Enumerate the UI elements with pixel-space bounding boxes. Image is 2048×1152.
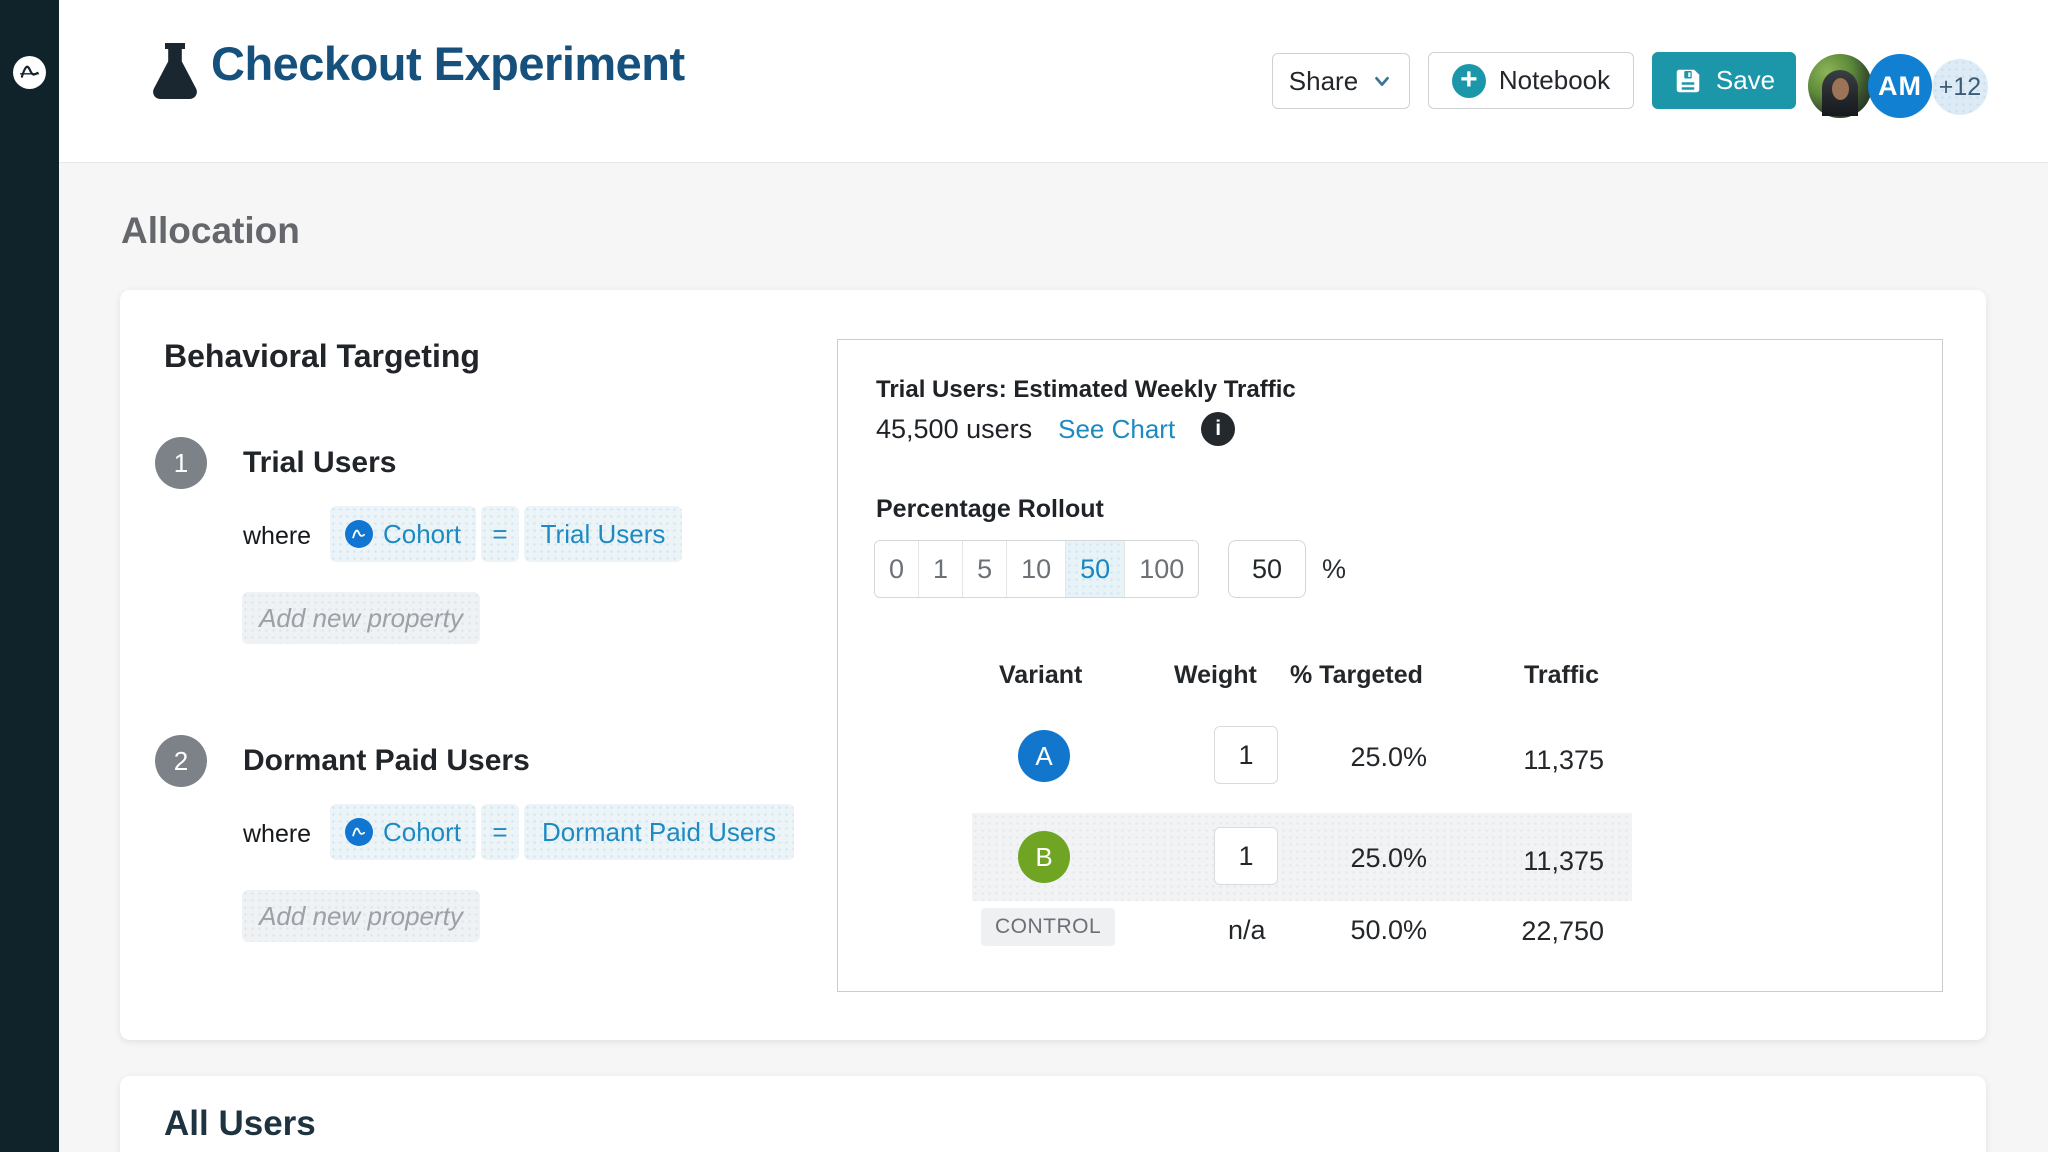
variant-b-targeted: 25.0% [1350,843,1427,873]
control-targeted: 50.0% [1350,915,1427,945]
amplitude-logo-glyph [19,65,40,78]
group-2-operator-pill[interactable]: = [481,804,519,860]
control-traffic: 22,750 [1521,916,1604,946]
header: Checkout Experiment Share + Notebook Sav… [59,0,2048,163]
notebook-button-label: Notebook [1498,65,1611,95]
estimated-users-count: 45,500 users [876,413,1033,444]
group-1-where-label: where [243,522,312,550]
group-2-number-badge: 2 [155,735,207,787]
traffic-panel: Trial Users: Estimated Weekly Traffic 45… [837,339,1943,992]
share-button[interactable]: Share [1272,53,1410,109]
group-1-value-pill[interactable]: Trial Users [524,506,682,562]
control-badge: CONTROL [981,908,1116,946]
rollout-preset-100[interactable]: 100 [1125,541,1199,597]
all-users-card: All Users [120,1076,1986,1152]
variant-a-targeted: 25.0% [1350,742,1427,772]
sidebar [0,0,59,1152]
rollout-preset-5[interactable]: 5 [963,541,1008,597]
rollout-preset-1[interactable]: 1 [919,541,964,597]
group-1-property-pill[interactable]: Cohort [330,506,476,562]
variant-b-badge: B [1018,831,1070,883]
rollout-preset-group: 0 1 5 10 50 100 [874,540,1200,598]
group-2-property-label: Cohort [382,816,462,847]
behavioral-targeting-title: Behavioral Targeting [164,338,480,374]
control-weight: n/a [1228,915,1266,945]
variant-b-row-highlight [972,813,1632,901]
section-heading-allocation: Allocation [121,210,300,251]
info-icon[interactable]: i [1201,412,1236,446]
traffic-panel-title: Trial Users: Estimated Weekly Traffic [876,376,1296,403]
group-2-value-pill[interactable]: Dormant Paid Users [524,804,794,860]
amplitude-logo-icon[interactable] [13,56,46,89]
col-header-traffic: Traffic [1524,661,1600,689]
page-title: Checkout Experiment [211,37,685,90]
chevron-down-icon [1375,76,1390,87]
cohort-amplitude-icon [344,520,373,548]
avatar-overflow-count[interactable]: +12 [1932,59,1988,115]
experiment-flask-icon [153,43,197,99]
save-button-label: Save [1715,65,1776,95]
variant-a-weight-input[interactable] [1214,726,1278,784]
group-1-number-badge: 1 [155,437,207,489]
user-avatar-initials[interactable]: AM [1868,54,1932,118]
see-chart-link[interactable]: See Chart [1058,413,1176,444]
all-users-title: All Users [164,1104,316,1143]
group-2-property-pill[interactable]: Cohort [330,804,476,860]
col-header-variant: Variant [999,661,1083,689]
plus-circle-icon: + [1451,63,1486,98]
group-1-add-property[interactable]: Add new property [242,592,480,644]
user-avatar[interactable] [1808,54,1872,118]
save-button[interactable]: Save [1652,52,1796,109]
rollout-percent-unit: % [1322,554,1347,584]
percentage-rollout-label: Percentage Rollout [876,495,1104,523]
group-1-property-label: Cohort [382,518,462,549]
rollout-preset-10[interactable]: 10 [1007,541,1067,597]
cohort-amplitude-icon [344,818,373,846]
group-2-name: Dormant Paid Users [243,744,530,777]
group-1-operator-pill[interactable]: = [481,506,519,562]
save-floppy-icon [1676,69,1700,92]
variant-a-badge: A [1018,730,1070,782]
notebook-button[interactable]: + Notebook [1428,52,1634,109]
variant-b-traffic: 11,375 [1523,846,1604,876]
share-button-label: Share [1288,65,1359,96]
group-1-name: Trial Users [243,446,397,479]
rollout-percent-input[interactable] [1228,540,1306,598]
col-header-targeted: % Targeted [1290,661,1423,689]
col-header-weight: Weight [1174,661,1257,689]
group-2-where-label: where [243,820,312,848]
variant-b-weight-input[interactable] [1214,827,1278,885]
rollout-preset-50-selected[interactable]: 50 [1066,541,1126,597]
allocation-card: Behavioral Targeting 1 Trial Users where… [120,290,1986,1040]
rollout-preset-0[interactable]: 0 [875,541,920,597]
group-2-add-property[interactable]: Add new property [242,890,480,942]
variant-a-traffic: 11,375 [1523,745,1604,775]
